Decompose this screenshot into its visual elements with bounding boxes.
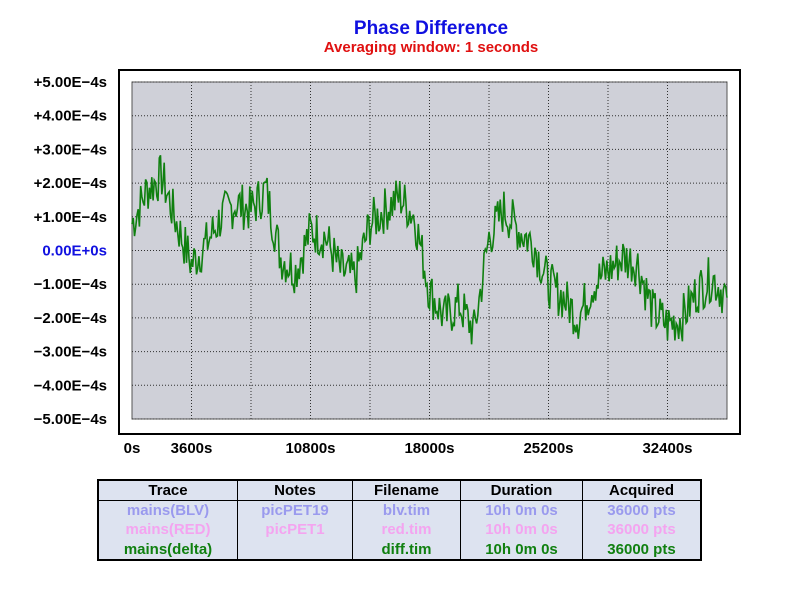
row-acquired: 36000 pts [582,539,701,560]
x-tick-label: 32400s [642,440,692,457]
y-tick-label: −1.00E−4s [34,276,107,293]
chart-subtitle: Averaging window: 1 seconds [323,39,539,56]
row-trace: mains(BLV) [97,500,238,521]
trace-legend-table: Trace Notes Filename Duration Acquired m… [97,479,702,561]
row-acquired: 36000 pts [582,520,701,540]
y-tick-label: 0.00E+0s [42,243,107,260]
row-filename: red.tim [352,520,461,540]
phase-difference-chart: +5.00E−4s +4.00E−4s +3.00E−4s +2.00E−4s +1.0… [34,69,741,457]
legend-header-row: Trace Notes Filename Duration Acquired [97,479,702,501]
x-tick-label: 0s [124,440,141,457]
series-line-mains-delta [131,154,728,345]
row-trace: mains(delta) [97,539,238,560]
x-tick-label: 10800s [285,440,335,457]
x-tick-label: 3600s [171,440,213,457]
y-tick-label: −5.00E−4s [34,411,107,428]
y-tick-label: +2.00E−4s [34,175,107,192]
y-tick-label: +5.00E−4s [34,74,107,91]
row-trace: mains(RED) [97,520,238,540]
chart-title: Phase Difference [353,18,509,39]
header-trace: Trace [97,479,238,501]
row-acquired: 36000 pts [582,500,701,521]
row-filename: blv.tim [352,500,461,521]
header-duration: Duration [460,479,583,501]
header-notes: Notes [237,479,353,501]
legend-row-delta: mains(delta) diff.tim 10h 0m 0s 36000 pt… [97,539,701,560]
row-duration: 10h 0m 0s [460,520,583,540]
y-tick-label: −4.00E−4s [34,377,107,394]
row-notes: picPET19 [237,500,353,521]
legend-row-blv: mains(BLV) picPET19 blv.tim 10h 0m 0s 36… [97,500,701,521]
row-duration: 10h 0m 0s [460,539,583,560]
y-tick-label: −3.00E−4s [34,344,107,361]
x-tick-label: 18000s [404,440,454,457]
y-tick-label: +3.00E−4s [34,141,107,158]
row-duration: 10h 0m 0s [460,500,583,521]
legend-row-red: mains(RED) picPET1 red.tim 10h 0m 0s 360… [97,520,701,540]
header-filename: Filename [352,479,461,501]
row-notes [237,539,353,560]
row-notes: picPET1 [237,520,353,540]
y-tick-label: +1.00E−4s [34,209,107,226]
x-tick-label: 25200s [523,440,573,457]
row-filename: diff.tim [352,539,461,560]
y-tick-label: +4.00E−4s [34,108,107,125]
header-acquired: Acquired [582,479,702,501]
y-tick-label: −2.00E−4s [34,310,107,327]
